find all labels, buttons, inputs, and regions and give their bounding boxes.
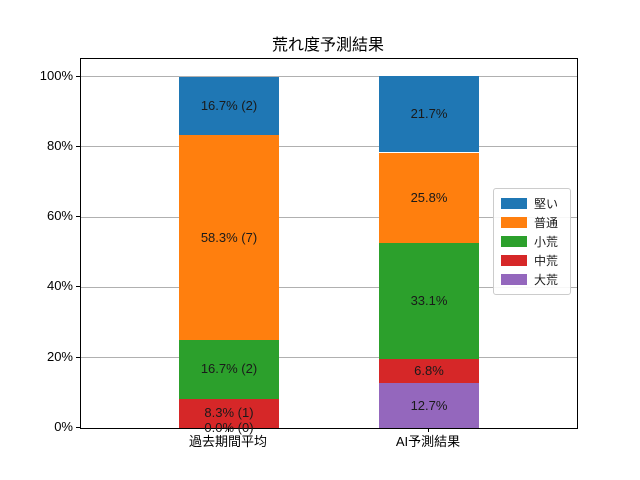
y-tick-label: 100% <box>39 67 73 83</box>
x-tick-mark <box>227 428 229 432</box>
bar-segment <box>179 398 279 428</box>
y-tick-label: 0% <box>54 419 73 434</box>
y-tick-mark <box>76 286 80 288</box>
bar-label: 0.0% (0) <box>204 420 254 435</box>
bar-segment <box>179 340 279 399</box>
legend-item: 大荒 <box>501 270 563 289</box>
y-tick-label: 40% <box>46 278 73 294</box>
legend-swatch <box>501 255 527 266</box>
gridline <box>81 76 577 78</box>
legend-label: 普通 <box>534 216 559 230</box>
bar-label: 25.8% <box>410 189 448 205</box>
bar-segment <box>179 76 279 136</box>
bar-segment <box>379 152 479 244</box>
y-tick-label: 20% <box>46 348 73 364</box>
gridline <box>81 216 577 218</box>
y-tick-label: 60% <box>46 208 73 224</box>
y-tick-mark <box>76 356 80 358</box>
bar-label: 12.7% <box>410 397 448 413</box>
x-tick-label: 過去期間平均 <box>188 434 267 449</box>
gridline <box>81 357 577 359</box>
y-tick-label: 80% <box>46 137 73 153</box>
legend-label: 中荒 <box>534 254 559 268</box>
legend-label: 大荒 <box>534 273 559 287</box>
bar-label: 8.3% (1) <box>204 405 254 421</box>
bar-label: 16.7% (2) <box>200 97 258 113</box>
bar-segment <box>379 76 479 153</box>
bar-label: 33.1% <box>410 293 448 309</box>
y-tick-mark <box>76 216 80 218</box>
bar-label: 16.7% (2) <box>200 361 258 377</box>
y-tick-mark <box>76 145 80 147</box>
y-tick-mark <box>76 75 80 77</box>
x-tick-mark <box>427 428 429 432</box>
legend-item: 堅い <box>501 194 563 213</box>
y-tick-mark <box>76 427 80 428</box>
legend: 堅い普通小荒中荒大荒 <box>493 188 571 295</box>
bar-segment <box>379 383 479 428</box>
legend-item: 小荒 <box>501 232 563 251</box>
gridline <box>81 286 577 288</box>
bar-segment <box>379 359 479 384</box>
x-tick-label: AI予測結果 <box>395 434 461 449</box>
legend-swatch <box>501 198 527 209</box>
gridline <box>81 146 577 148</box>
legend-swatch <box>501 274 527 285</box>
legend-label: 小荒 <box>534 235 559 249</box>
legend-swatch <box>501 236 527 247</box>
legend-label: 堅い <box>534 197 559 211</box>
bar-label: 6.8% <box>414 363 444 379</box>
chart-title: 荒れ度予測結果 <box>271 37 384 54</box>
legend-item: 中荒 <box>501 251 563 270</box>
bar-label: 58.3% (7) <box>200 229 258 245</box>
bar-segment <box>379 243 479 360</box>
bar-segment <box>179 135 279 341</box>
legend-item: 普通 <box>501 213 563 232</box>
bar-label: 21.7% <box>410 106 448 122</box>
legend-swatch <box>501 217 527 228</box>
